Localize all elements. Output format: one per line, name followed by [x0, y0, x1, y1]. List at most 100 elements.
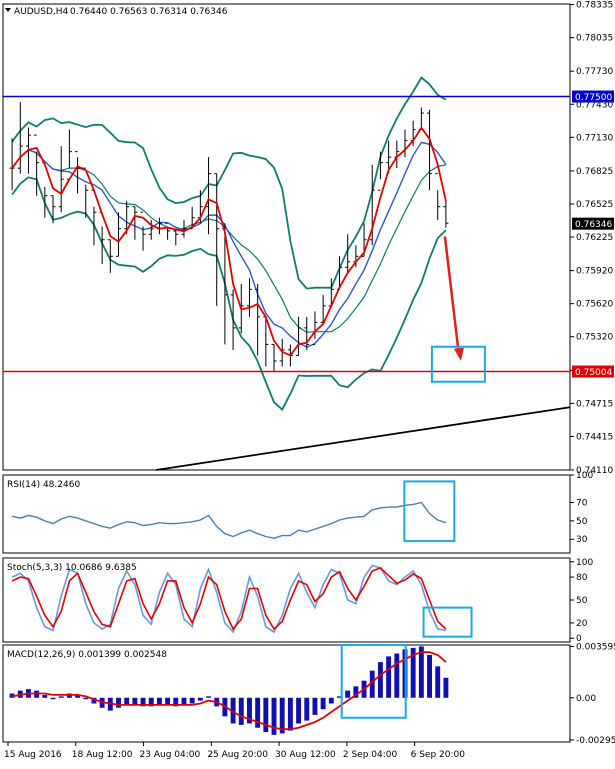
macd-highlight-box — [340, 644, 407, 719]
macd-histogram-bar — [140, 697, 146, 707]
bollinger-lower — [11, 176, 447, 412]
chart-dropdown-icon[interactable] — [5, 8, 11, 12]
stoch-tick-label: 20 — [576, 619, 588, 629]
price-tick-label: 0.78035 — [576, 34, 613, 44]
macd-tick-label: 0.003595 — [576, 642, 615, 652]
macd-histogram-bar — [304, 697, 310, 721]
macd-histogram-bar — [263, 697, 269, 733]
rsi-tick-label: 100 — [576, 471, 593, 481]
price-label-box — [572, 217, 614, 230]
price-label: 0.75004 — [575, 368, 612, 378]
macd-histogram-bar — [312, 697, 318, 715]
price-tick-label: 0.78335 — [576, 1, 613, 11]
trend-line — [155, 406, 571, 471]
price-label: 0.77500 — [575, 93, 612, 103]
macd-histogram-bar — [386, 656, 392, 698]
macd-histogram-bar — [50, 697, 56, 700]
time-tick-label: 30 Aug 12:00 — [275, 750, 336, 760]
macd-histogram-bar — [181, 697, 187, 705]
macd-histogram-bar — [206, 696, 211, 698]
stoch-tick-label: 80 — [576, 573, 588, 583]
stoch-title: Stoch(5,3,3) 10.0686 9.6385 — [7, 563, 137, 573]
rsi-title: RSI(14) 48.2460 — [7, 480, 80, 490]
time-tick-label: 25 Aug 20:00 — [207, 750, 268, 760]
macd-histogram-bar — [345, 690, 351, 698]
price-tick-label: 0.76225 — [576, 233, 613, 243]
macd-histogram-bar — [75, 694, 81, 698]
macd-histogram-bar — [148, 697, 154, 707]
price-tick-label: 0.75620 — [576, 300, 613, 310]
macd-histogram-bar — [328, 697, 334, 704]
time-tick-label: 15 Aug 2016 — [4, 750, 62, 760]
macd-histogram-bar — [353, 686, 359, 698]
price-tick-label: 0.75320 — [576, 333, 613, 343]
moving-average-red — [11, 126, 447, 357]
macd-histogram-bar — [124, 697, 130, 705]
macd-histogram-bar — [410, 647, 416, 698]
macd-panel[interactable] — [2, 644, 571, 743]
macd-histogram-bar — [377, 662, 383, 698]
macd-histogram-bar — [189, 697, 195, 704]
price-label-box — [572, 90, 614, 103]
macd-histogram-bar — [271, 697, 277, 735]
main-title: AUDUSD,H4 — [14, 7, 69, 17]
stoch-tick-label: 0 — [576, 634, 582, 644]
macd-histogram-bar — [287, 697, 293, 731]
macd-tick-label: -0.002954 — [576, 736, 615, 746]
bollinger-upper — [11, 76, 447, 290]
rsi-tick-label: 30 — [576, 535, 588, 545]
macd-histogram-bar — [91, 697, 97, 704]
macd-histogram-bar — [418, 646, 424, 698]
stoch-tick-label: 50 — [576, 596, 588, 606]
ohlc-readout: 0.76440 0.76563 0.76314 0.76346 — [70, 7, 228, 17]
price-tick-label: 0.74415 — [576, 432, 613, 442]
price-label: 0.76346 — [575, 220, 612, 230]
rsi-panel[interactable] — [2, 474, 571, 554]
forecast-arrow — [443, 236, 461, 355]
macd-histogram-bar — [197, 697, 203, 701]
price-tick-label: 0.76825 — [576, 167, 613, 177]
price-tick-label: 0.76525 — [576, 200, 613, 210]
rsi-line — [11, 501, 447, 540]
macd-histogram-bar — [369, 670, 375, 698]
macd-histogram-bar — [279, 697, 285, 734]
macd-histogram-bar — [165, 697, 171, 705]
macd-signal-line — [11, 651, 447, 731]
rsi-highlight-box — [403, 480, 456, 543]
target-highlight-box — [430, 345, 486, 383]
macd-histogram-bar — [296, 697, 302, 724]
macd-histogram-bar — [58, 696, 64, 698]
price-tick-label: 0.74110 — [576, 466, 613, 476]
moving-average-blue — [11, 141, 447, 348]
time-tick-label: 2 Sep 04:00 — [343, 750, 398, 760]
arrow-head-icon — [453, 347, 464, 361]
stoch-signal-line — [11, 566, 447, 631]
macd-histogram-bar — [132, 697, 138, 705]
price-tick-label: 0.77730 — [576, 67, 613, 77]
price-tick-label: 0.77430 — [576, 100, 613, 110]
macd-histogram-bar — [173, 697, 179, 707]
macd-histogram-bar — [238, 697, 244, 725]
stoch-main-line — [11, 564, 447, 634]
macd-tick-label: 0.00 — [576, 694, 596, 704]
macd-histogram-bar — [156, 697, 162, 705]
macd-histogram-bar — [83, 697, 89, 700]
price-label-box — [572, 365, 614, 378]
time-tick-label: 23 Aug 04:00 — [140, 750, 201, 760]
stoch-highlight-box — [422, 606, 473, 638]
rsi-tick-label: 50 — [576, 517, 588, 527]
price-tick-label: 0.75920 — [576, 267, 613, 277]
macd-histogram-bar — [320, 697, 326, 710]
macd-histogram-bar — [435, 666, 441, 698]
macd-histogram-bar — [230, 697, 236, 724]
price-tick-label: 0.74715 — [576, 399, 613, 409]
price-tick-label: 0.77130 — [576, 133, 613, 143]
macd-histogram-bar — [116, 697, 121, 708]
macd-histogram-bar — [42, 694, 48, 698]
time-tick-label: 18 Aug 12:00 — [72, 750, 133, 760]
stoch-tick-label: 100 — [576, 558, 593, 568]
macd-histogram-bar — [443, 677, 449, 698]
macd-histogram-bar — [427, 654, 432, 698]
macd-histogram-bar — [394, 653, 400, 698]
